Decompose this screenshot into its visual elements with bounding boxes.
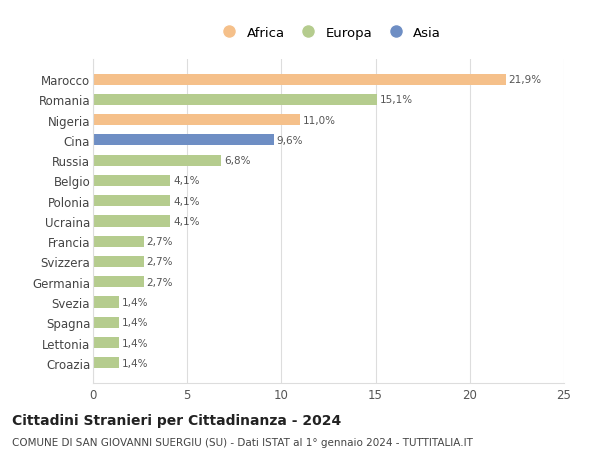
Bar	[93, 74, 506, 85]
Text: 2,7%: 2,7%	[146, 257, 173, 267]
Text: 4,1%: 4,1%	[173, 217, 200, 226]
Text: 1,4%: 1,4%	[122, 297, 149, 308]
Bar	[93, 297, 119, 308]
Bar	[93, 95, 377, 106]
Text: 15,1%: 15,1%	[380, 95, 413, 105]
Text: 4,1%: 4,1%	[173, 176, 200, 186]
Bar	[93, 337, 119, 348]
Text: 21,9%: 21,9%	[508, 75, 542, 85]
Text: 4,1%: 4,1%	[173, 196, 200, 206]
Bar	[93, 256, 144, 268]
Text: 2,7%: 2,7%	[146, 237, 173, 246]
Bar	[93, 236, 144, 247]
Legend: Africa, Europa, Asia: Africa, Europa, Asia	[214, 24, 443, 42]
Text: 11,0%: 11,0%	[303, 115, 336, 125]
Bar	[93, 317, 119, 328]
Text: 2,7%: 2,7%	[146, 277, 173, 287]
Bar	[93, 277, 144, 288]
Text: 1,4%: 1,4%	[122, 338, 149, 348]
Text: Cittadini Stranieri per Cittadinanza - 2024: Cittadini Stranieri per Cittadinanza - 2…	[12, 414, 341, 428]
Bar	[93, 155, 221, 166]
Bar	[93, 216, 170, 227]
Text: 9,6%: 9,6%	[277, 135, 303, 146]
Bar	[93, 115, 300, 126]
Bar	[93, 135, 274, 146]
Bar	[93, 196, 170, 207]
Bar	[93, 358, 119, 369]
Bar	[93, 175, 170, 187]
Text: 6,8%: 6,8%	[224, 156, 250, 166]
Text: 1,4%: 1,4%	[122, 318, 149, 328]
Text: COMUNE DI SAN GIOVANNI SUERGIU (SU) - Dati ISTAT al 1° gennaio 2024 - TUTTITALIA: COMUNE DI SAN GIOVANNI SUERGIU (SU) - Da…	[12, 437, 473, 447]
Text: 1,4%: 1,4%	[122, 358, 149, 368]
